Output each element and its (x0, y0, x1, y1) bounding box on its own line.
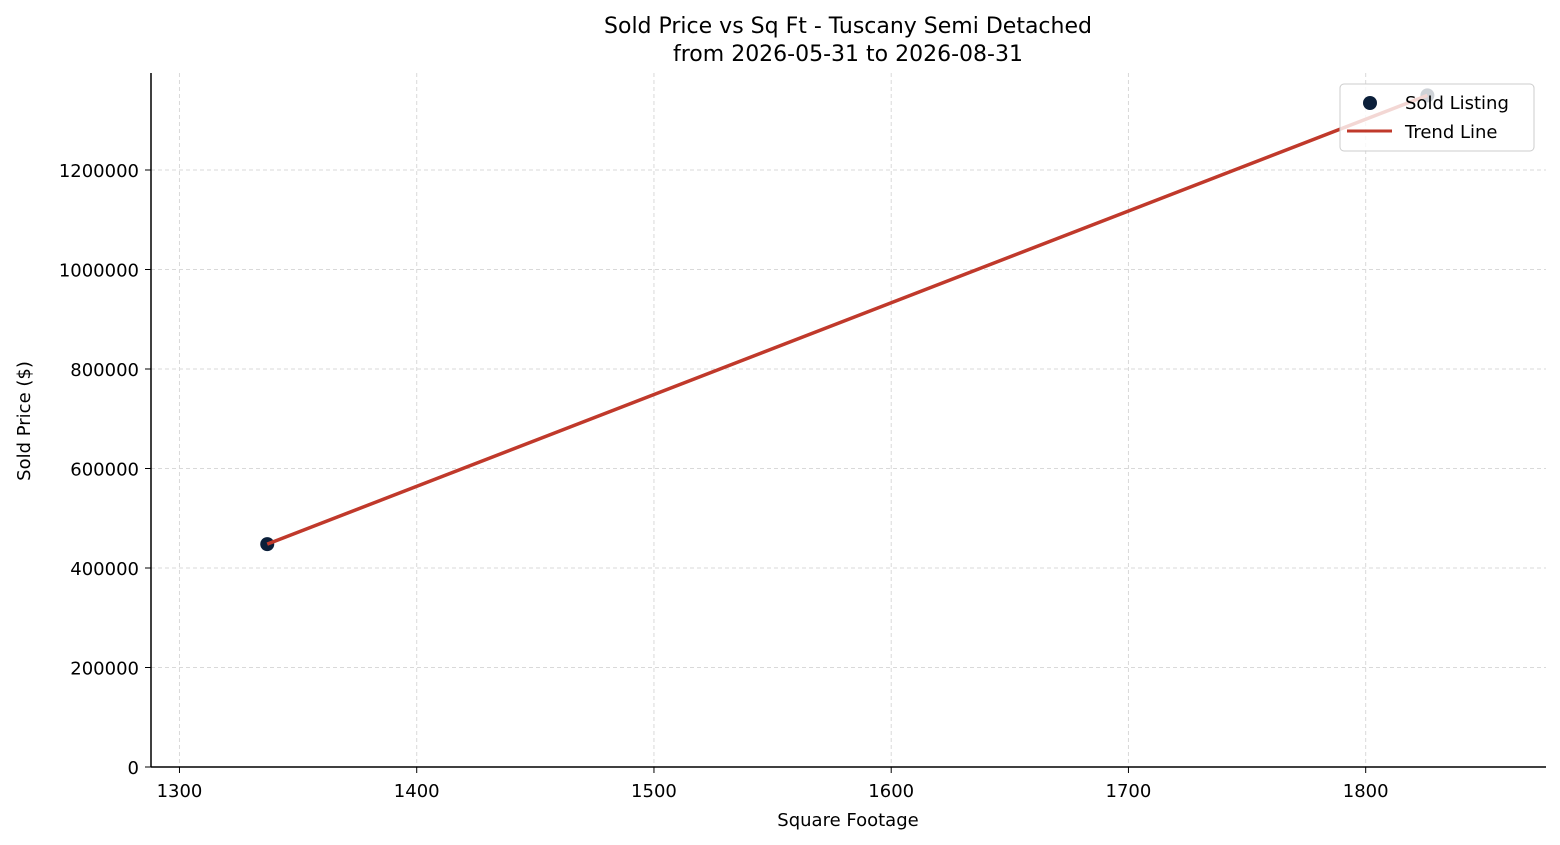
grid (151, 73, 1546, 767)
legend-label-sold-listing: Sold Listing (1405, 93, 1509, 114)
y-tick-label: 1000000 (59, 261, 139, 282)
y-tick-label: 600000 (70, 460, 139, 481)
chart-subtitle: from 2026-05-31 to 2026-08-31 (673, 42, 1023, 67)
y-tick-label: 800000 (70, 360, 139, 381)
legend-box (1339, 83, 1535, 152)
y-tick-label: 1200000 (59, 161, 139, 182)
x-axis-label: Square Footage (777, 810, 918, 831)
y-tick-label: 200000 (70, 659, 139, 680)
y-axis-label: Sold Price ($) (14, 361, 35, 481)
x-tick-label: 1500 (631, 781, 677, 802)
y-tick-label: 400000 (70, 559, 139, 580)
legend: Sold Listing Trend Line (1339, 83, 1535, 152)
y-tick-label: 0 (128, 758, 139, 779)
x-tick-label: 1700 (1106, 781, 1152, 802)
chart-title: Sold Price vs Sq Ft - Tuscany Semi Detac… (604, 14, 1092, 39)
legend-scatter-marker-icon (1363, 96, 1377, 110)
data-layer (260, 88, 1435, 552)
legend-label-trend-line: Trend Line (1404, 122, 1498, 143)
x-tick-label: 1600 (868, 781, 914, 802)
trend-line (266, 93, 1429, 546)
tick-labels: 1300 1400 1500 1600 1700 1800 0 200000 400000 600… (59, 161, 1389, 802)
x-tick-label: 1800 (1343, 781, 1389, 802)
axes (145, 73, 1546, 773)
x-tick-label: 1400 (394, 781, 440, 802)
x-tick-label: 1300 (157, 781, 203, 802)
